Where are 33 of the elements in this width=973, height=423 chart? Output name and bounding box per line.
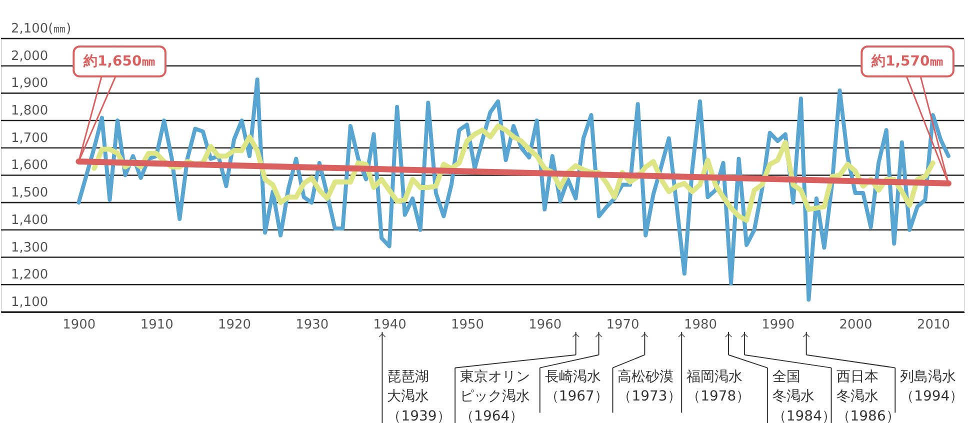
text: 長崎渇水（1967） (544, 368, 608, 405)
x-tick-label: 1940 (373, 317, 406, 332)
annotation: 約1,650㎜ (82, 53, 156, 70)
y-tick-label: 1,300 (10, 240, 48, 256)
y-tick-label: 1,400 (10, 212, 48, 228)
x-tick-label: 1930 (296, 317, 329, 332)
text: 全国冬渇水（1984） (772, 368, 836, 423)
x-tick-label: 1900 (62, 317, 96, 332)
x-tick-label: 2000 (839, 317, 872, 332)
y-tick-label: 2,100(㎜) (10, 22, 72, 37)
x-tick-label: 1920 (218, 317, 251, 332)
y-tick-label: 1,600 (10, 158, 48, 174)
x-tick-label: 2010 (916, 317, 950, 332)
x-tick-label: 1950 (450, 317, 484, 332)
x-tick-label: 1970 (606, 317, 640, 332)
y-tick-label: 1,900 (10, 76, 48, 92)
text: 列島渇水（1994） (900, 368, 964, 405)
text: 琵琶湖大渇水（1939） (387, 368, 451, 423)
text: 福岡渇水（1978） (686, 368, 750, 405)
text: 西日本冬渇水（1986） (836, 368, 900, 423)
y-tick-label: 2,000 (10, 48, 48, 64)
text: 東京オリンピック渇水（1964） (460, 368, 530, 423)
y-tick-label: 1,200 (10, 268, 48, 283)
annotation: 約1,570㎜ (870, 53, 944, 70)
y-tick-label: 1,700 (10, 130, 48, 146)
x-tick-label: 1980 (684, 317, 717, 332)
y-tick-label: 1,800 (10, 104, 48, 119)
y-tick-label: 1,100 (10, 294, 48, 310)
y-tick-label: 1,500 (10, 186, 48, 201)
text: 高松砂漠（1973） (618, 368, 682, 405)
x-tick-label: 1910 (140, 317, 174, 332)
x-tick-label: 1990 (762, 317, 795, 332)
x-tick-label: 1960 (528, 317, 562, 332)
